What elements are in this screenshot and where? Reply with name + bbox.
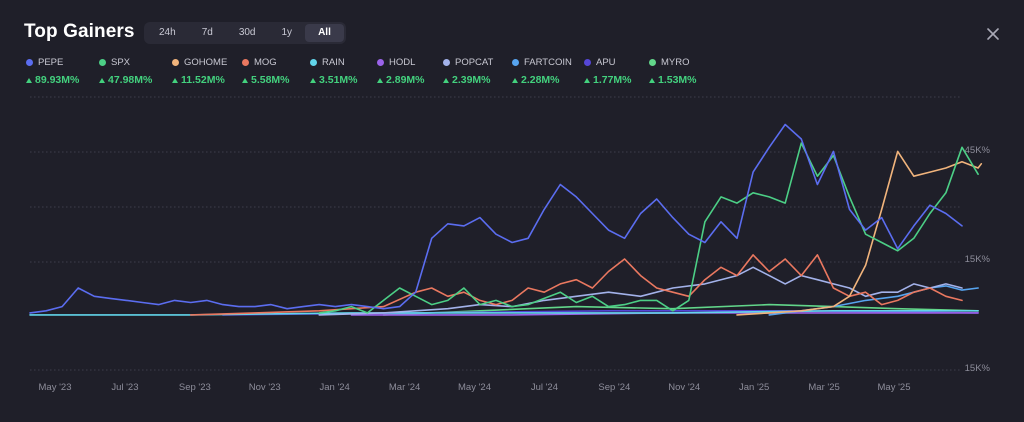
up-triangle-icon <box>512 77 518 83</box>
legend-item-rain[interactable]: RAIN 3.51M% <box>310 57 358 86</box>
legend-item-apu[interactable]: APU 1.77M% <box>584 57 632 86</box>
up-triangle-icon <box>443 77 449 83</box>
legend-dot <box>649 59 656 66</box>
up-triangle-icon <box>242 77 248 83</box>
legend-dot <box>172 59 179 66</box>
series-line-pepe <box>29 123 963 314</box>
up-triangle-icon <box>310 77 316 83</box>
x-tick-label: Jul '24 <box>531 382 558 393</box>
legend-dot <box>443 59 450 66</box>
legend-item-hodl[interactable]: HODL 2.89M% <box>377 57 425 86</box>
x-tick-label: May '25 <box>878 382 911 393</box>
tab-7d[interactable]: 7d <box>201 27 213 38</box>
legend-item-mog[interactable]: MOG 5.58M% <box>242 57 290 86</box>
x-tick-label: Nov '23 <box>249 382 281 393</box>
legend-item-spx[interactable]: SPX 47.98M% <box>99 57 152 86</box>
timeframe-tabs: 24h 7d 30d 1y All <box>144 22 346 44</box>
up-triangle-icon <box>649 77 655 83</box>
y-tick-label: 15K% <box>965 363 991 374</box>
up-triangle-icon <box>172 77 178 83</box>
legend-item-popcat[interactable]: POPCAT 2.39M% <box>443 57 493 86</box>
y-tick-label: 45K% <box>965 145 991 156</box>
x-tick-label: Mar '24 <box>389 382 420 393</box>
x-tick-label: May '23 <box>39 382 72 393</box>
legend-dot <box>310 59 317 66</box>
x-tick-label: Nov '24 <box>668 382 700 393</box>
legend-dot <box>26 59 33 66</box>
series-line-gohome <box>736 150 983 316</box>
legend-item-pepe[interactable]: PEPE 89.93M% <box>26 57 79 86</box>
x-tick-label: Jan '24 <box>319 382 349 393</box>
up-triangle-icon <box>584 77 590 83</box>
series-line-mog <box>189 254 963 316</box>
series-line-spx <box>318 142 979 314</box>
y-tick-label: 15K% <box>965 254 991 265</box>
up-triangle-icon <box>26 77 32 83</box>
x-tick-label: May '24 <box>458 382 491 393</box>
legend-item-myro[interactable]: MYRO 1.53M% <box>649 57 697 86</box>
legend-item-gohome[interactable]: GOHOME 11.52M% <box>172 57 227 86</box>
legend-item-fartcoin[interactable]: FARTCOIN 2.28M% <box>512 57 572 86</box>
x-tick-label: Jan '25 <box>739 382 769 393</box>
x-tick-label: Jul '23 <box>111 382 138 393</box>
up-triangle-icon <box>377 77 383 83</box>
x-tick-label: Mar '25 <box>808 382 839 393</box>
x-tick-label: Sep '24 <box>598 382 630 393</box>
close-icon[interactable] <box>985 26 1001 42</box>
panel-title: Top Gainers <box>24 21 135 42</box>
legend-dot <box>584 59 591 66</box>
tab-24h[interactable]: 24h <box>159 27 176 38</box>
up-triangle-icon <box>99 77 105 83</box>
legend-dot <box>512 59 519 66</box>
legend-dot <box>99 59 106 66</box>
tab-all[interactable]: All <box>305 24 344 42</box>
tab-1y[interactable]: 1y <box>281 27 293 38</box>
x-tick-label: Sep '23 <box>179 382 211 393</box>
legend-dot <box>242 59 249 66</box>
tab-30d[interactable]: 30d <box>238 27 256 38</box>
legend-dot <box>377 59 384 66</box>
series-line-myro <box>382 303 979 316</box>
